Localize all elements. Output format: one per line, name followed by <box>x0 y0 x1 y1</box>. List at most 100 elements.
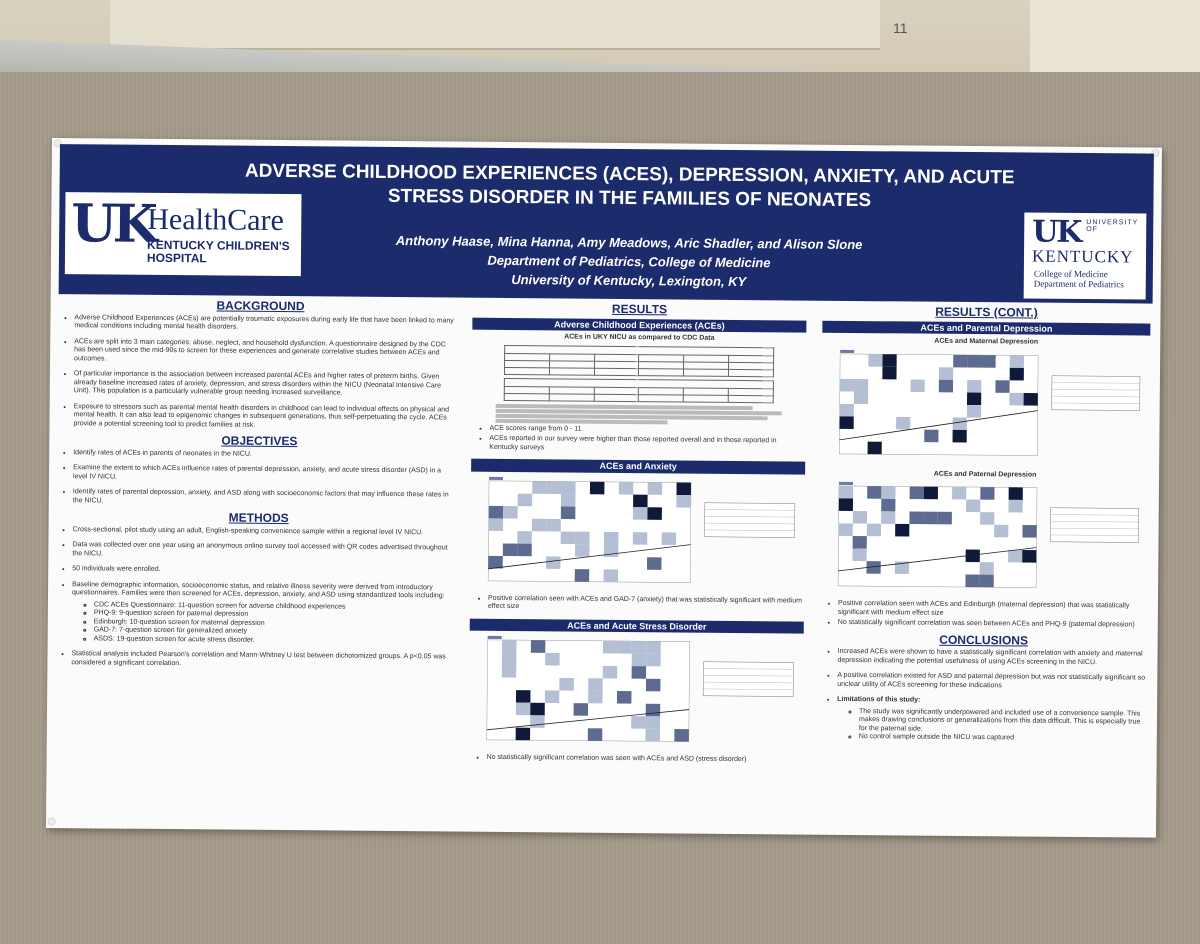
stats-row-divider <box>704 529 795 531</box>
methods-heading: METHODS <box>228 510 289 526</box>
heatmap-cell <box>882 366 897 379</box>
heatmap-cell <box>517 543 532 556</box>
heatmap-cell <box>661 531 677 545</box>
uk-mark: UK <box>1032 214 1081 250</box>
heatmap-cell <box>631 653 647 667</box>
heatmap-cell <box>980 512 995 525</box>
legend-swatch <box>839 481 854 486</box>
stats-row-divider <box>1051 402 1140 404</box>
university-of-kentucky-logo: UK UNIVERSITY OF KENTUCKY College of Med… <box>1023 212 1147 300</box>
asd-section-bar: ACEs and Acute Stress Disorder <box>469 618 804 634</box>
anxiety-heatmap-graphic <box>487 476 796 583</box>
methods-tools-intro: Baseline demographic information, socioe… <box>72 580 445 600</box>
middle-column: RESULTS Adverse Childhood Experiences (A… <box>469 302 807 772</box>
aces-paternal-heatmap <box>824 480 1145 601</box>
right-column: RESULTS (CONT.) ACEs and Parental Depres… <box>819 305 1151 751</box>
heatmap-cell <box>838 498 854 512</box>
limitation-item: The study was significantly underpowered… <box>859 708 1147 736</box>
stats-row-divider <box>704 515 795 517</box>
heatmap-cell <box>1022 549 1037 563</box>
department-of-pediatrics: Department of Pediatrics <box>1033 278 1124 290</box>
list-item: Cross-sectional, pilot study using an ad… <box>73 526 455 538</box>
legend-swatch <box>840 349 855 353</box>
heatmap-cell <box>545 555 561 569</box>
heatmap-cell <box>882 353 897 367</box>
heatmap-cell <box>617 640 632 654</box>
heatmap-cell <box>602 640 618 654</box>
maternal-heatmap-graphic <box>839 349 1141 456</box>
heatmap-cell <box>853 378 869 392</box>
heatmap-cell <box>867 441 882 454</box>
heatmap-cell <box>895 523 910 537</box>
limitations-list: The study was significantly underpowered… <box>837 707 1147 744</box>
results-cont-heading: RESULTS (CONT.) <box>935 304 1038 320</box>
heatmap-cell <box>1009 354 1025 368</box>
stats-row-divider <box>1050 514 1139 516</box>
list-item: ACE scores range from 0 - 11 <box>489 424 805 435</box>
limitations-heading: Limitations of this study: <box>837 695 921 704</box>
heatmap-cell <box>546 480 562 494</box>
maternal-caption: ACEs and Maternal Depression <box>934 337 1039 346</box>
table-source-note <box>495 403 782 424</box>
heatmap-cell <box>938 379 954 392</box>
heatmap-cell <box>517 493 533 506</box>
heatmap-cell <box>517 530 532 544</box>
heatmap-cell <box>881 498 896 512</box>
heatmap-cell <box>838 485 854 499</box>
stats-row-divider <box>703 675 794 677</box>
heatmap-cell <box>588 678 603 691</box>
college-text: College of Medicine Department of Pediat… <box>1034 269 1124 290</box>
list-item: No statistically significant correlation… <box>838 619 1148 630</box>
heatmap-cell <box>488 555 503 568</box>
heatmap-cell <box>501 652 517 666</box>
heatmap-cell <box>909 486 924 500</box>
heatmap-cell <box>839 415 854 429</box>
heatmap-cell <box>853 391 869 404</box>
heatmap-cell <box>602 665 618 679</box>
list-item: Positive correlation seen with ACEs and … <box>838 600 1148 620</box>
heatmap-cell <box>515 727 531 741</box>
aces-results-list: ACE scores range from 0 - 11 ACEs report… <box>479 424 805 454</box>
anxiety-section-bar: ACEs and Anxiety <box>471 458 806 475</box>
heatmap-cell <box>532 480 547 494</box>
heatmap-cell <box>531 518 547 531</box>
heatmap-cell <box>838 523 853 537</box>
heatmap-cell <box>839 378 855 392</box>
list-item: ACEs are split into 3 main categories: a… <box>74 338 456 367</box>
heatmap-cell <box>631 666 647 679</box>
heatmap-cell <box>645 728 661 742</box>
heatmap-cell <box>1008 487 1023 500</box>
plot-area <box>839 353 1039 456</box>
heatmap-cell <box>967 354 982 368</box>
heatmap-cell <box>867 486 882 499</box>
heatmap-cell <box>515 690 531 703</box>
heatmap-cell <box>645 716 661 729</box>
aces-maternal-heatmap <box>825 347 1146 468</box>
background-list: Adverse Childhood Experiences (ACEs) are… <box>63 314 456 432</box>
kentucky-text: KENTUCKY <box>1031 246 1134 267</box>
heatmap-cell <box>589 481 605 494</box>
heatmap-cell <box>1023 392 1038 406</box>
list-item: Examine the extent to which ACEs influen… <box>73 464 455 484</box>
list-item: Of particular importance is the associat… <box>74 370 456 399</box>
heatmap-cell <box>618 481 634 495</box>
trend-line <box>486 709 690 731</box>
stats-row-divider <box>1051 388 1140 390</box>
list-item: Increased ACEs were shown to have a stat… <box>837 648 1147 668</box>
heatmap-cell <box>1022 524 1037 538</box>
heatmap-cell <box>953 354 968 367</box>
left-column: BACKGROUND Adverse Childhood Experiences… <box>61 298 456 677</box>
heatmap-cell <box>530 715 545 728</box>
heatmap-cell <box>1009 367 1024 380</box>
heatmap-cell <box>647 481 663 495</box>
research-poster: UK HealthCare KENTUCKY CHILDREN'S HOSPIT… <box>45 138 1162 838</box>
heatmap-cell <box>965 549 980 563</box>
poster-authors: Anthony Haase, Mina Hanna, Amy Meadows, … <box>239 230 1019 294</box>
heatmap-cell <box>1009 392 1024 405</box>
heatmap-cell <box>560 530 576 544</box>
heatmap-cell <box>646 641 661 654</box>
heatmap-cell <box>633 494 648 507</box>
list-item: 50 individuals were enrolled. <box>72 565 454 577</box>
stats-row-divider <box>704 508 795 510</box>
heatmap-cell <box>881 486 896 499</box>
